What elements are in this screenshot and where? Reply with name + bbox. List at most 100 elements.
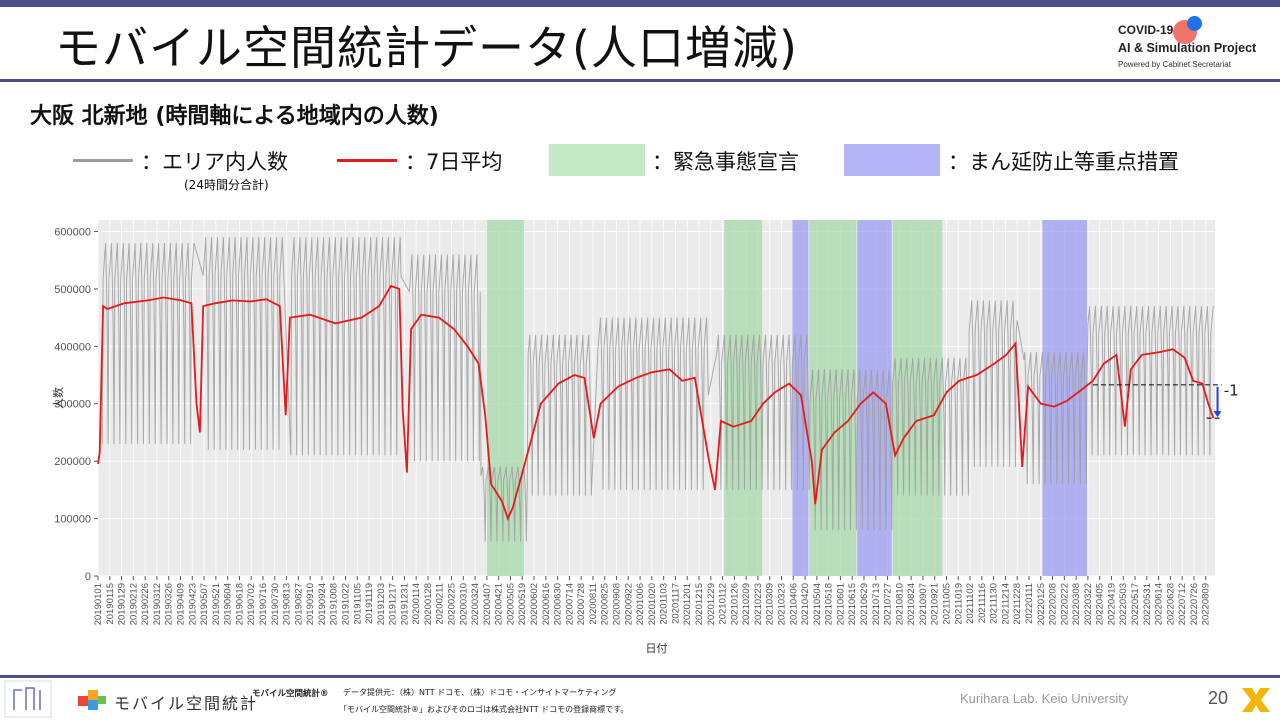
x-tick-label: 20190423 xyxy=(187,583,198,625)
x-tick-label: 20211214 xyxy=(1000,583,1011,625)
x-tick-label: 20210615 xyxy=(847,583,858,625)
x-tick-label: 20211130 xyxy=(989,583,1000,624)
legend-raw-sublabel: (24時間分合計) xyxy=(184,178,269,192)
x-tick-label: 20220809 xyxy=(1201,583,1212,625)
x-tick-label: 20211102 xyxy=(965,583,976,624)
x-tick-label: 20201117 xyxy=(670,583,681,624)
x-tick-label: 20200128 xyxy=(423,583,434,625)
x-tick-label: 20190226 xyxy=(140,583,151,625)
page-title: モバイル空間統計データ(人口増減) xyxy=(55,21,798,75)
footer-divider xyxy=(0,675,1280,678)
legend-emergency-swatch xyxy=(549,144,645,176)
x-tick-label: 20191105 xyxy=(352,583,363,625)
x-tick-label: 20210126 xyxy=(729,583,740,625)
x-tick-label: 20210601 xyxy=(835,583,846,625)
semi-emergency-period-band xyxy=(1042,220,1088,576)
x-tick-label: 20190618 xyxy=(234,583,245,625)
raw-series-line xyxy=(101,237,1214,542)
x-tick-label: 20200324 xyxy=(470,583,481,625)
x-tick-label: 20191119 xyxy=(364,583,375,624)
population-line-chart: 0 100000 200000 300000 400000 500000 600000 人数 2… xyxy=(52,220,1240,655)
legend-semi-emergency-label: ：まん延防止等重点措置 xyxy=(948,150,1179,174)
semi-emergency-period-band xyxy=(792,220,809,576)
annotation-label: -17.5% xyxy=(1224,381,1240,399)
mobile-spatial-stats-logo-icon xyxy=(78,690,106,710)
x-tick-label: 20190507 xyxy=(199,583,210,625)
legend-avg-label: ：7日平均 xyxy=(405,150,503,174)
x-tick-label: 20210727 xyxy=(883,583,894,625)
x-tick-label: 20200922 xyxy=(623,583,634,625)
seven-day-average-line xyxy=(97,284,1215,522)
x-tick-label: 20220405 xyxy=(1095,583,1106,625)
y-axis-label: 人数 xyxy=(52,387,65,409)
x-tick-label: 20210824 xyxy=(906,583,917,625)
x-tick-label: 20210223 xyxy=(753,583,764,625)
x-tick-label: 20220628 xyxy=(1165,583,1176,625)
x-tick-label: 20220308 xyxy=(1071,583,1082,625)
legend-avg-swatch xyxy=(337,159,397,162)
legend-semi-emergency-swatch xyxy=(844,144,940,176)
x-tick-label: 20200616 xyxy=(541,583,552,625)
x-tick-label: 20191022 xyxy=(340,583,351,625)
x-tick-label: 20200225 xyxy=(447,583,458,625)
x-tick-label: 20200811 xyxy=(588,583,599,625)
x-tick-label: 20191203 xyxy=(376,583,387,625)
x-tick-label: 20211019 xyxy=(953,583,964,625)
x-tick-label: 20201103 xyxy=(659,583,670,625)
x-tick-label: 20201229 xyxy=(706,583,717,625)
x-tick-label: 20220111 xyxy=(1024,583,1035,624)
title-divider xyxy=(0,79,1280,82)
x-tick-label: 20191008 xyxy=(329,583,340,625)
y-tick-label: 500000 xyxy=(54,284,91,296)
y-tick-label: 100000 xyxy=(54,514,91,526)
x-tick-label: 20190604 xyxy=(223,583,234,625)
logo-line-3: Powered by Cabinet Secretariat xyxy=(1118,60,1231,69)
x-tick-label: 20220222 xyxy=(1059,583,1070,625)
x-tick-label: 20201201 xyxy=(682,583,693,625)
x-tick-label: 20200505 xyxy=(505,583,516,625)
page-number: 20 xyxy=(1208,688,1229,708)
x-tick-label: 20191231 xyxy=(399,583,410,625)
y-tick-label: 400000 xyxy=(54,341,91,353)
covid-ai-project-logo: COVID-19 AI & Simulation Project Powered… xyxy=(1118,16,1268,74)
x-tick-label: 20210420 xyxy=(800,583,811,625)
x-tick-label: 20190326 xyxy=(164,583,175,625)
footer-label: モバイル空間統計® xyxy=(252,689,329,699)
x-tick-label: 20190910 xyxy=(305,583,316,625)
x-tick-label: 20200908 xyxy=(612,583,623,625)
legend-emergency-label: ：緊急事態宣言 xyxy=(652,150,799,174)
kurihara-lab-logo xyxy=(4,680,52,718)
legend-raw-swatch xyxy=(73,159,133,162)
x-tick-label: 20190730 xyxy=(270,583,281,625)
x-tick-label: 20200728 xyxy=(576,583,587,625)
footer-lab-name: Kurihara Lab. Keio University xyxy=(960,691,1129,706)
x-tick-label: 20220517 xyxy=(1130,583,1141,625)
emergency-period-band xyxy=(486,220,524,576)
x-tick-label: 20200421 xyxy=(494,583,505,625)
x-tick-label: 20200407 xyxy=(482,583,493,625)
x-tick-label: 20190924 xyxy=(317,583,328,625)
x-tick-label: 20190716 xyxy=(258,583,269,625)
x-tick-label: 20210209 xyxy=(741,583,752,625)
top-accent-bar xyxy=(0,0,1280,7)
x-tick-label: 20210323 xyxy=(776,583,787,625)
x-tick-label: 20220208 xyxy=(1048,583,1059,625)
x-tick-label: 20201020 xyxy=(647,583,658,625)
x-tick-label: 20190101 xyxy=(93,583,104,625)
x-tick-label: 20210810 xyxy=(894,583,905,625)
x-tick-label: 20200825 xyxy=(600,583,611,625)
x-tick-label: 20191217 xyxy=(388,583,399,625)
x-tick-label: 20201215 xyxy=(694,583,705,625)
x-tick-label: 20200519 xyxy=(517,583,528,625)
x-tick-label: 20220419 xyxy=(1106,583,1117,625)
x-tick-label: 20220531 xyxy=(1142,583,1153,625)
x-axis-label: 日付 xyxy=(646,642,668,655)
x-tick-label: 20220322 xyxy=(1083,583,1094,625)
x-tick-label: 20190702 xyxy=(246,583,257,625)
footer-trademark: 「モバイル空間統計®」およびそのロゴは株式会社NTT ドコモの登録商標です。 xyxy=(339,705,629,714)
x-tick-label: 20200114 xyxy=(411,583,422,625)
logo-blue-dot xyxy=(1187,16,1202,31)
x-tick-label: 20210112 xyxy=(718,583,729,625)
x-tick-label: 20210504 xyxy=(812,583,823,625)
footer-brand: モバイル空間統計 xyxy=(114,694,259,713)
